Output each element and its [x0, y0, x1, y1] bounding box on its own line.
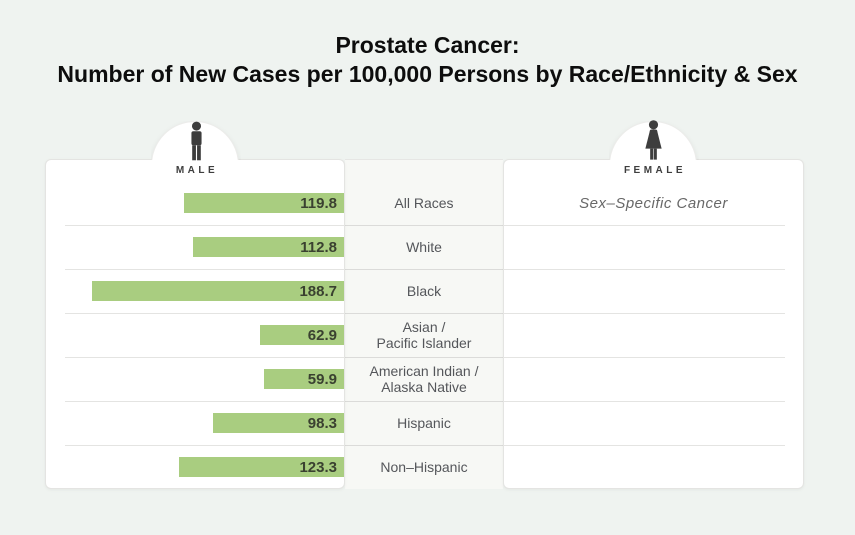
male-bar: 119.8: [184, 193, 344, 213]
male-panel: 119.8 112.8 188.7 62.9 59.9 98.3 123.3: [45, 159, 345, 489]
female-row: [504, 445, 803, 489]
male-bar: 123.3: [179, 457, 344, 477]
male-row: 62.9: [46, 313, 344, 357]
male-person-icon: [191, 121, 202, 161]
chart-title-line1: Prostate Cancer:: [335, 32, 520, 58]
female-row: [504, 357, 803, 401]
male-row: 188.7: [46, 269, 344, 313]
category-row: Hispanic: [345, 401, 503, 445]
female-row: [504, 401, 803, 445]
category-label: All Races: [394, 195, 454, 211]
category-label: Non–Hispanic: [380, 459, 468, 475]
category-row: American Indian / Alaska Native: [345, 357, 503, 401]
female-row: [504, 225, 803, 269]
female-panel: Sex–Specific Cancer: [503, 159, 804, 489]
sex-specific-cancer-note: Sex–Specific Cancer: [579, 194, 728, 212]
female-row: [504, 269, 803, 313]
male-bar-rows: 119.8 112.8 188.7 62.9 59.9 98.3 123.3: [46, 181, 344, 489]
male-column-label: MALE: [175, 165, 219, 176]
male-bar: 59.9: [264, 369, 344, 389]
category-label: Black: [406, 283, 442, 299]
category-row: Black: [345, 269, 503, 313]
female-row: [504, 313, 803, 357]
category-label-rows: All Races White Black Asian / Pacific Islan…: [345, 181, 503, 489]
male-bar: 98.3: [213, 413, 344, 433]
male-bar-value: 123.3: [299, 458, 337, 476]
female-person-icon: [645, 120, 662, 160]
category-label: Asian / Pacific Islander: [376, 319, 472, 351]
category-label: Hispanic: [397, 415, 451, 431]
male-bar-value: 98.3: [307, 414, 337, 432]
category-row: White: [345, 225, 503, 269]
chart-title-line2: Number of New Cases per 100,000 Persons …: [57, 61, 798, 87]
female-rows: [504, 181, 803, 489]
category-row: All Races: [345, 181, 503, 225]
male-bar-value: 188.7: [299, 282, 337, 300]
male-row: 59.9: [46, 357, 344, 401]
category-label: White: [406, 239, 442, 255]
male-bar: 62.9: [260, 325, 344, 345]
male-row: 119.8: [46, 181, 344, 225]
male-row: 112.8: [46, 225, 344, 269]
male-bar-value: 59.9: [307, 370, 337, 388]
male-bar-value: 119.8: [300, 194, 337, 212]
category-label: American Indian / Alaska Native: [369, 363, 479, 395]
chart-title: Prostate Cancer: Number of New Cases per…: [0, 31, 855, 89]
male-bar: 112.8: [193, 237, 344, 257]
male-bar-value: 62.9: [307, 326, 337, 344]
category-row: Non–Hispanic: [345, 445, 503, 489]
male-bar-value: 112.8: [300, 238, 337, 256]
category-label-column: All Races White Black Asian / Pacific Islan…: [345, 159, 503, 489]
female-column-label: FEMALE: [623, 165, 687, 176]
male-bar: 188.7: [92, 281, 344, 301]
male-row: 98.3: [46, 401, 344, 445]
male-row: 123.3: [46, 445, 344, 489]
category-row: Asian / Pacific Islander: [345, 313, 503, 357]
